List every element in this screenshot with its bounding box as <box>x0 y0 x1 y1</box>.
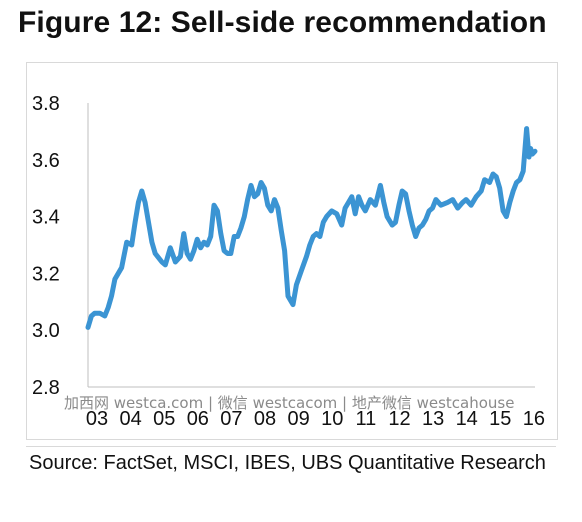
x-tick-label: 16 <box>523 408 545 430</box>
chart-axes <box>87 103 535 388</box>
y-tick-label: 3.0 <box>32 320 60 342</box>
y-axis-ticks: 3.8 3.6 3.4 3.2 3.0 2.8 <box>32 93 60 399</box>
x-tick-label: 04 <box>119 408 141 430</box>
y-tick-label: 3.4 <box>32 207 60 229</box>
y-tick-label: 3.2 <box>32 263 60 285</box>
y-tick-label: 2.8 <box>32 377 60 399</box>
x-tick-label: 06 <box>187 408 209 430</box>
watermark-text: 加西网 westca.com | 微信 westcacom | 地产微信 wes… <box>64 394 514 412</box>
x-tick-label: 10 <box>321 408 343 430</box>
y-tick-label: 3.8 <box>32 93 60 115</box>
x-tick-label: 11 <box>355 408 376 430</box>
x-axis-ticks: 03 04 05 06 07 08 09 10 11 12 13 14 15 16 <box>86 408 545 430</box>
chart-title: Figure 12: Sell-side recommendation <box>18 6 547 39</box>
x-tick-label: 14 <box>456 408 478 430</box>
y-tick-label: 3.6 <box>32 150 60 172</box>
x-tick-label: 07 <box>220 408 242 430</box>
x-tick-label: 05 <box>153 408 175 430</box>
chart-frame <box>26 62 558 440</box>
x-tick-label: 03 <box>86 408 108 430</box>
series-line <box>85 126 538 330</box>
x-tick-label: 08 <box>254 408 276 430</box>
source-note: Source: FactSet, MSCI, IBES, UBS Quantit… <box>29 452 546 474</box>
chart-bottom-rule <box>26 446 556 447</box>
x-tick-label: 15 <box>489 408 511 430</box>
x-tick-label: 13 <box>422 408 444 430</box>
x-tick-label: 12 <box>388 408 410 430</box>
x-tick-label: 09 <box>288 408 310 430</box>
